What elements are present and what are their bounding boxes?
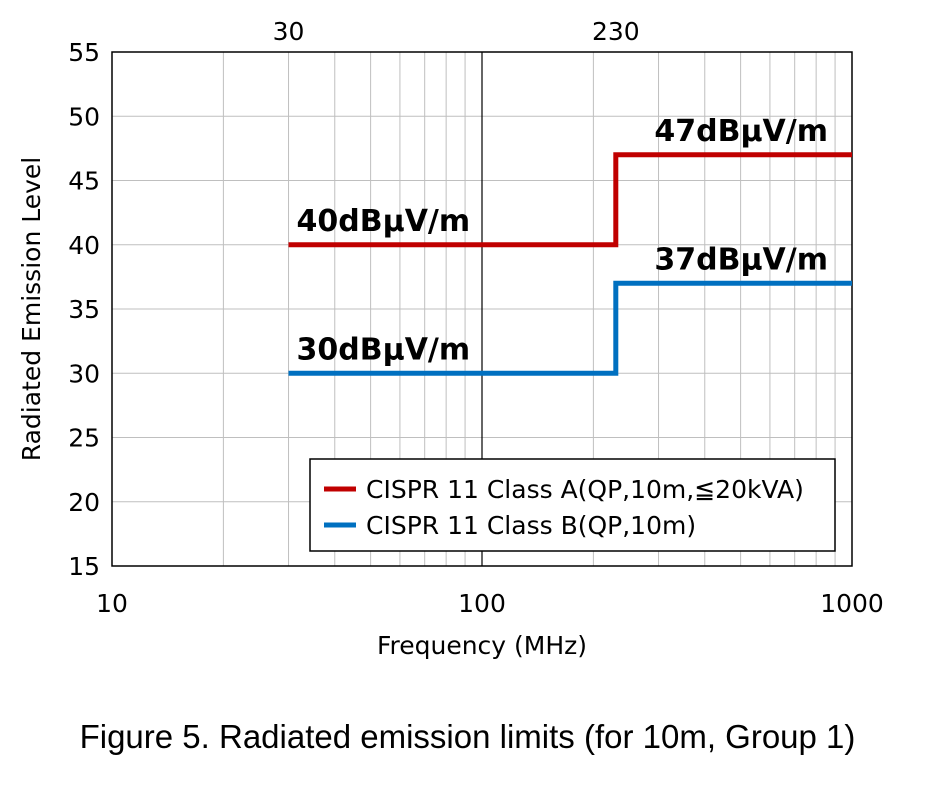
x-axis-ticks: 10 100 1000	[96, 589, 884, 618]
y-axis-ticks: 15 20 25 30 35 40 45 50 55	[68, 38, 100, 581]
top-axis-ticks: 30 230	[273, 17, 640, 46]
x-tick-label: 100	[458, 589, 506, 618]
legend: CISPR 11 Class A(QP,10m,≦20kVA) CISPR 11 …	[309, 458, 836, 552]
y-axis-label: Radiated Emission Level	[17, 157, 46, 461]
annotation-label: 47dBμV/m	[654, 114, 828, 149]
x-axis-label: Frequency (MHz)	[377, 631, 587, 660]
y-tick-label: 20	[68, 488, 100, 517]
chart: 15 20 25 30 35 40 45 50 55 10 100 1000 30 230 40dBμ…	[17, 17, 884, 660]
legend-box	[309, 458, 836, 552]
y-tick-label: 45	[68, 167, 100, 196]
legend-label: CISPR 11 Class A(QP,10m,≦20kVA)	[366, 475, 804, 504]
figure-caption: Figure 5. Radiated emission limits (for …	[79, 718, 856, 755]
x-tick-label: 1000	[820, 589, 884, 618]
y-tick-label: 40	[68, 231, 100, 260]
series-line-class-b	[288, 280, 852, 376]
annotation-label: 30dBμV/m	[297, 332, 471, 367]
series-lines	[288, 152, 852, 376]
y-tick-label: 25	[68, 424, 100, 453]
top-tick-label: 230	[592, 17, 640, 46]
y-tick-label: 35	[68, 295, 100, 324]
x-tick-label: 10	[96, 589, 128, 618]
y-tick-label: 30	[68, 359, 100, 388]
annotation-label: 37dBμV/m	[654, 242, 828, 277]
plot-frame	[111, 51, 853, 567]
series-line-class-a	[288, 152, 852, 248]
annotations: 40dBμV/m 47dBμV/m 30dBμV/m 37dBμV/m	[297, 114, 828, 367]
y-tick-label: 55	[68, 38, 100, 67]
y-tick-label: 15	[68, 552, 100, 581]
y-tick-label: 50	[68, 102, 100, 131]
annotation-label: 40dBμV/m	[297, 204, 471, 239]
legend-label: CISPR 11 Class B(QP,10m)	[366, 511, 696, 540]
top-tick-label: 30	[273, 17, 305, 46]
